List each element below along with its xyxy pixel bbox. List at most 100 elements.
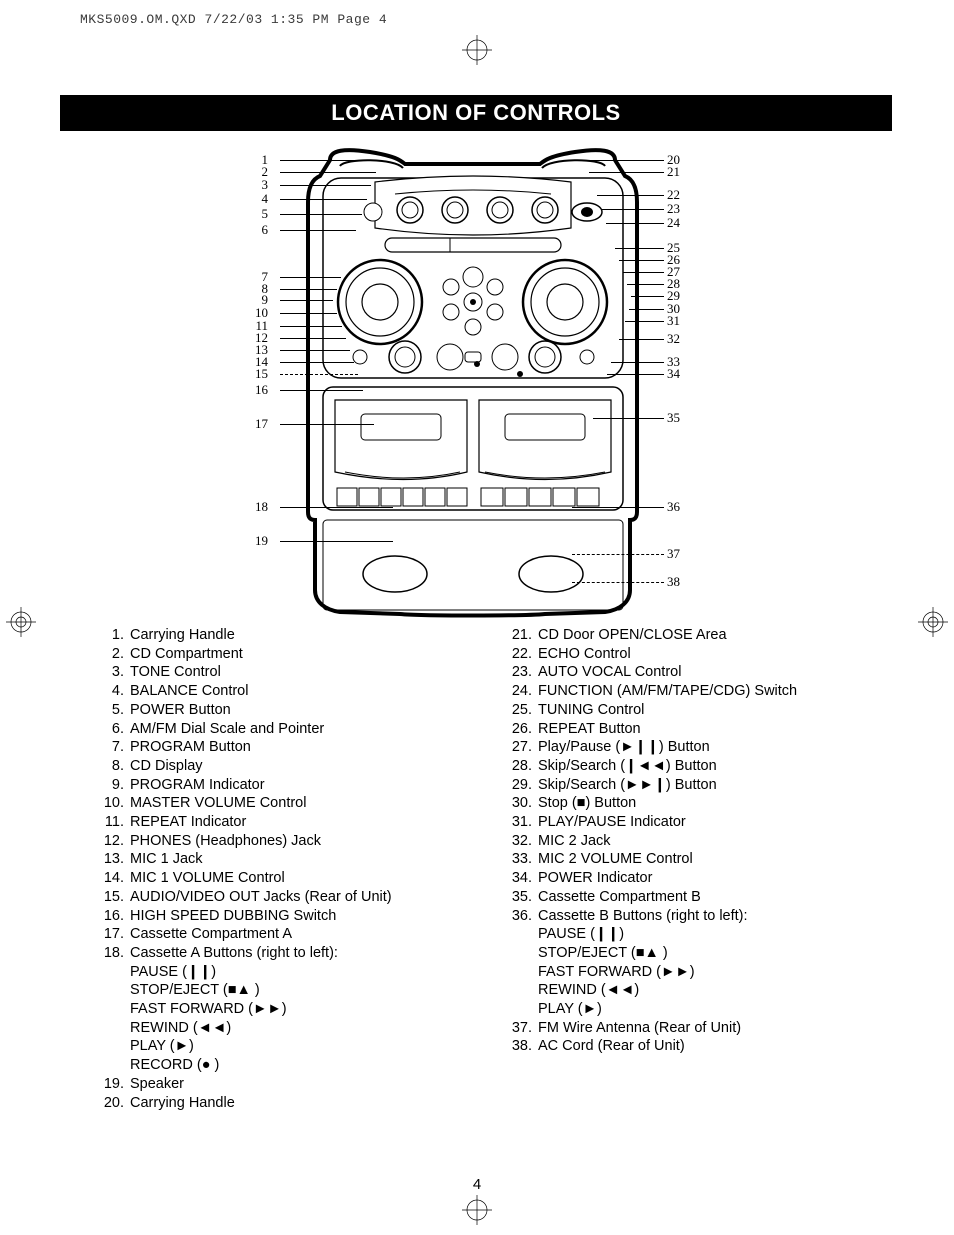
legend-item: Carrying Handle [128, 626, 486, 645]
callout-num: 32 [667, 332, 691, 345]
legend-item: Cassette A Buttons (right to left):PAUSE… [128, 944, 486, 1075]
legend-item: Carrying Handle [128, 1094, 486, 1113]
callout-line [572, 582, 664, 583]
legend-left-col: Carrying HandleCD CompartmentTONE Contro… [98, 626, 486, 1112]
callout-num: 22 [667, 188, 691, 201]
legend-item: HIGH SPEED DUBBING Switch [128, 907, 486, 926]
crop-mark-top [462, 35, 492, 65]
callout-line [619, 339, 664, 340]
callout-line [625, 321, 664, 322]
legend-sublist: PAUSE (❙❙)STOP/EJECT (■▲ )FAST FORWARD (… [538, 925, 894, 1019]
legend-item: CD Display [128, 757, 486, 776]
legend-item: AC Cord (Rear of Unit) [536, 1037, 894, 1056]
callout-line [280, 172, 376, 173]
legend-item: CD Door OPEN/CLOSE Area [536, 626, 894, 645]
legend-item: PLAY/PAUSE Indicator [536, 813, 894, 832]
callout-line [280, 289, 337, 290]
legend-item: Cassette B Buttons (right to left):PAUSE… [536, 907, 894, 1019]
legend-item: ECHO Control [536, 645, 894, 664]
callout-line [607, 374, 664, 375]
legend-item: REPEAT Button [536, 720, 894, 739]
legend-subitem: PAUSE (❙❙) [130, 963, 486, 982]
page: MKS5009.OM.QXD 7/22/03 1:35 PM Page 4 LO… [0, 0, 954, 1235]
callout-line [597, 195, 664, 196]
callout-line [602, 209, 664, 210]
legend-item: MIC 2 VOLUME Control [536, 850, 894, 869]
crop-mark-right [918, 607, 948, 637]
crop-mark-left [6, 607, 36, 637]
callout-num: 21 [667, 165, 691, 178]
legend-item: POWER Indicator [536, 869, 894, 888]
callout-line [280, 230, 356, 231]
legend-subitem: STOP/EJECT (■▲ ) [130, 981, 486, 1000]
callout-line [280, 185, 371, 186]
page-number: 4 [473, 1176, 481, 1193]
legend-item: PROGRAM Button [128, 738, 486, 757]
legend-item: Play/Pause (►❙❙) Button [536, 738, 894, 757]
legend-columns: Carrying HandleCD CompartmentTONE Contro… [98, 626, 894, 1112]
callout-line [280, 338, 346, 339]
legend-item: AM/FM Dial Scale and Pointer [128, 720, 486, 739]
legend-item: Cassette Compartment A [128, 925, 486, 944]
legend-left-list: Carrying HandleCD CompartmentTONE Contro… [98, 626, 486, 1112]
legend-item: AUDIO/VIDEO OUT Jacks (Rear of Unit) [128, 888, 486, 907]
legend-item: POWER Button [128, 701, 486, 720]
callout-line [572, 554, 664, 555]
callout-line [593, 418, 664, 419]
callout-line [615, 248, 664, 249]
legend-subitem: PLAY (►) [130, 1037, 486, 1056]
callout-line [280, 313, 337, 314]
callout-num: 37 [667, 547, 691, 560]
callout-line [280, 326, 342, 327]
callout-num: 16 [248, 383, 268, 396]
callout-line [280, 424, 374, 425]
legend-subitem: REWIND (◄◄) [538, 981, 894, 1000]
legend-item: AUTO VOCAL Control [536, 663, 894, 682]
callout-line [585, 160, 664, 161]
legend-item: FM Wire Antenna (Rear of Unit) [536, 1019, 894, 1038]
legend-item: Cassette Compartment B [536, 888, 894, 907]
callout-num: 36 [667, 500, 691, 513]
legend-item: MIC 2 Jack [536, 832, 894, 851]
callout-line [280, 374, 358, 375]
callout-line [280, 507, 393, 508]
callout-line [280, 350, 350, 351]
callout-line [280, 390, 363, 391]
legend-item: REPEAT Indicator [128, 813, 486, 832]
legend-item: Stop (■) Button [536, 794, 894, 813]
callout-line [280, 277, 341, 278]
legend-subitem: FAST FORWARD (►►) [538, 963, 894, 982]
callout-line [589, 172, 664, 173]
callout-line [280, 362, 354, 363]
legend-subitem: RECORD (● ) [130, 1056, 486, 1075]
legend-right-list: CD Door OPEN/CLOSE AreaECHO ControlAUTO … [506, 626, 894, 1056]
legend-item: CD Compartment [128, 645, 486, 664]
callout-num: 17 [248, 417, 268, 430]
callout-line [280, 160, 380, 161]
legend-item: FUNCTION (AM/FM/TAPE/CDG) Switch [536, 682, 894, 701]
callout-num: 24 [667, 216, 691, 229]
callout-line [280, 214, 362, 215]
legend-item: Skip/Search (►►❙) Button [536, 776, 894, 795]
section-title: LOCATION OF CONTROLS [60, 95, 892, 131]
legend-item: Speaker [128, 1075, 486, 1094]
callout-line [631, 296, 664, 297]
legend-item: BALANCE Control [128, 682, 486, 701]
callout-num: 15 [248, 367, 268, 380]
callout-num: 35 [667, 411, 691, 424]
legend-item: TONE Control [128, 663, 486, 682]
legend-item: MIC 1 Jack [128, 850, 486, 869]
legend-subitem: STOP/EJECT (■▲ ) [538, 944, 894, 963]
legend-item: MASTER VOLUME Control [128, 794, 486, 813]
callout-num: 38 [667, 575, 691, 588]
legend-item: Skip/Search (❙◄◄) Button [536, 757, 894, 776]
legend-sublist: PAUSE (❙❙)STOP/EJECT (■▲ )FAST FORWARD (… [130, 963, 486, 1075]
legend-subitem: FAST FORWARD (►►) [130, 1000, 486, 1019]
legend-item: PROGRAM Indicator [128, 776, 486, 795]
legend-item: MIC 1 VOLUME Control [128, 869, 486, 888]
callout-line [280, 300, 333, 301]
callout-num: 3 [248, 178, 268, 191]
callout-line [280, 199, 367, 200]
legend-item: PHONES (Headphones) Jack [128, 832, 486, 851]
callout-num: 6 [248, 223, 268, 236]
